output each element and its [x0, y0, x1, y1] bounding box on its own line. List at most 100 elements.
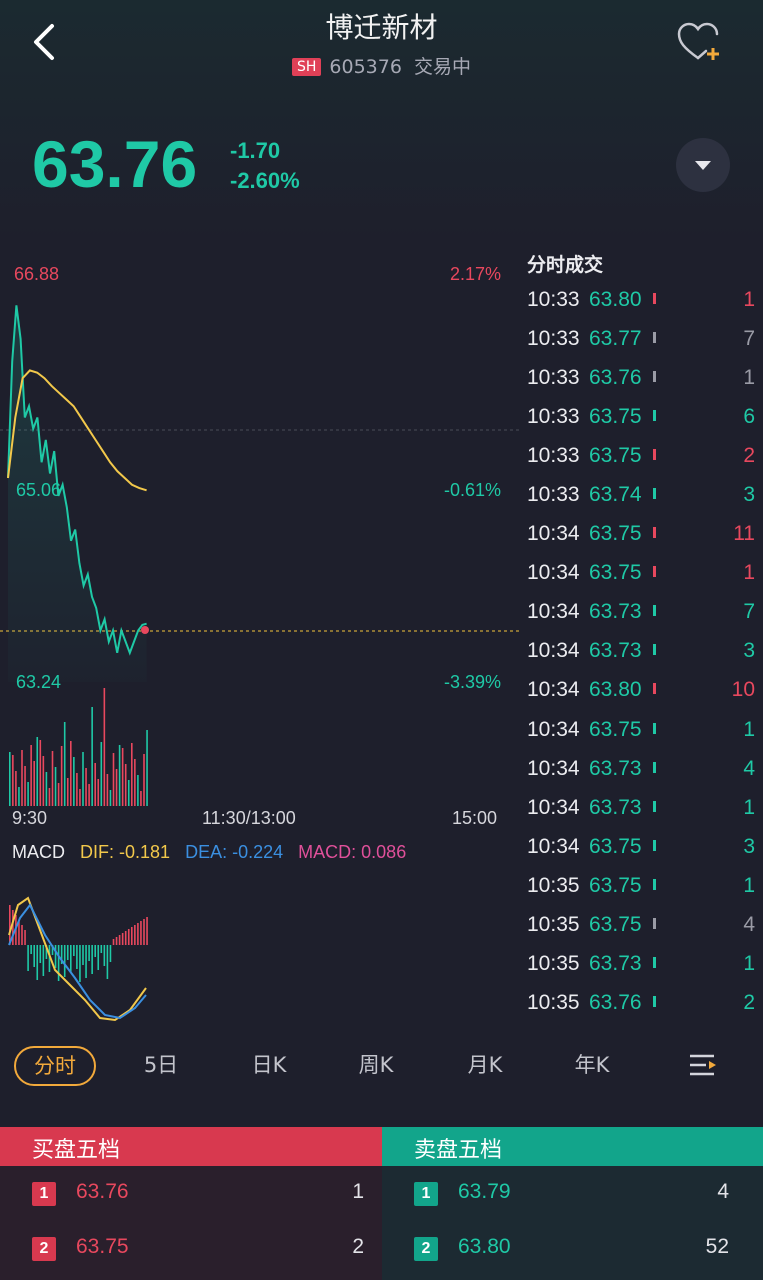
volume-bar	[106, 774, 109, 806]
trade-row: 10:34 63.73 4	[527, 751, 757, 790]
tab-weekly-k[interactable]: 周K	[358, 1053, 394, 1077]
volume-bar	[100, 742, 103, 806]
expand-dropdown-button[interactable]	[676, 138, 730, 192]
trade-row: 10:34 63.75 1	[527, 555, 757, 594]
trade-price: 63.75	[589, 873, 642, 897]
macd-bar	[36, 945, 39, 980]
trade-volume: 10	[731, 678, 755, 702]
trade-row: 10:35 63.76 2	[527, 985, 757, 1024]
macd-bar	[79, 945, 81, 982]
macd-bar	[12, 910, 14, 945]
dif-value: DIF: -0.181	[80, 842, 171, 862]
tab-intraday[interactable]: 分时	[14, 1046, 96, 1086]
trade-time: 10:34	[527, 756, 580, 780]
trade-price: 63.80	[589, 678, 642, 702]
settings-menu-icon[interactable]	[688, 1052, 718, 1078]
trade-time: 10:33	[527, 405, 580, 429]
trade-volume: 4	[743, 756, 755, 780]
volume-bar	[33, 761, 35, 806]
stock-code: 605376	[329, 56, 402, 78]
back-arrow-icon[interactable]	[28, 20, 64, 64]
volume-bar	[76, 773, 78, 806]
volume-bar	[137, 775, 139, 806]
trade-list[interactable]: 10:33 63.80 1 10:33 63.77 7 10:33 63.76 1 10:33 63…	[527, 282, 757, 1024]
volume-bar	[85, 768, 87, 806]
buy-row[interactable]: 2 63.75 2	[0, 1221, 382, 1275]
volume-bar	[103, 688, 106, 806]
trade-row: 10:33 63.75 6	[527, 399, 757, 438]
trade-row: 10:34 63.73 3	[527, 633, 757, 672]
macd-bar	[51, 945, 54, 955]
volume-bar	[82, 752, 84, 806]
buy-price: 63.76	[76, 1180, 129, 1203]
current-price: 63.76	[32, 127, 198, 201]
trade-direction-icon	[653, 449, 656, 461]
macd-bar	[39, 945, 42, 963]
macd-bar	[91, 945, 93, 974]
tab-daily-k[interactable]: 日K	[251, 1053, 287, 1077]
trade-price: 63.75	[589, 522, 642, 546]
add-favorite-heart-icon[interactable]	[676, 20, 724, 64]
trade-time: 10:35	[527, 912, 580, 936]
macd-bar	[140, 921, 142, 945]
trade-row: 10:33 63.77 7	[527, 321, 757, 360]
trade-time: 10:34	[527, 639, 580, 663]
pct-mid-label: -0.61%	[443, 480, 501, 500]
trade-direction-icon	[653, 878, 656, 890]
trade-time: 10:34	[527, 678, 580, 702]
trade-price: 63.75	[589, 405, 642, 429]
volume-bar	[131, 743, 133, 806]
price-bottom-label: 63.24	[16, 672, 62, 692]
volume-bar	[24, 766, 26, 806]
buy-level-index: 1	[32, 1182, 56, 1206]
trade-volume: 7	[743, 327, 755, 351]
volume-bar	[109, 790, 112, 806]
macd-bar	[134, 925, 136, 945]
macd-bar	[103, 945, 106, 966]
trade-row: 10:34 63.80 10	[527, 672, 757, 711]
sell-row[interactable]: 1 63.79 4	[382, 1166, 763, 1220]
trade-volume: 3	[743, 639, 755, 663]
sell-row[interactable]: 2 63.80 52	[382, 1221, 763, 1275]
volume-bar	[124, 764, 127, 806]
macd-bar	[18, 920, 20, 945]
macd-bar	[9, 905, 11, 945]
tab-yearly-k[interactable]: 年K	[574, 1053, 610, 1077]
trade-time: 10:34	[527, 717, 580, 741]
sell-book-header: 卖盘五档	[382, 1127, 763, 1166]
volume-bar	[63, 722, 66, 806]
change-percent: -2.60%	[230, 168, 300, 193]
buy-book-title: 买盘五档	[32, 1138, 121, 1163]
trade-direction-icon	[653, 293, 656, 304]
trade-volume: 6	[743, 405, 755, 429]
buy-row[interactable]: 1 63.76 1	[0, 1166, 382, 1220]
macd-bar	[85, 945, 87, 978]
change-amount: -1.70	[230, 138, 281, 163]
tab-monthly-k[interactable]: 月K	[467, 1053, 503, 1077]
stock-name: 博迁新材	[325, 11, 438, 44]
macd-title: MACD	[12, 842, 65, 862]
trade-volume: 1	[743, 795, 755, 819]
macd-bar	[30, 945, 32, 954]
macd-bar	[97, 945, 100, 970]
tab-5day[interactable]: 5日	[143, 1053, 179, 1077]
trade-direction-icon	[653, 995, 656, 1007]
volume-bar	[115, 769, 118, 806]
trade-volume: 2	[743, 444, 755, 468]
volume-bar	[27, 782, 29, 806]
trade-time: 10:34	[527, 600, 580, 624]
trade-volume: 3	[743, 483, 755, 507]
macd-bar	[124, 931, 127, 945]
exchange-badge: SH	[291, 58, 322, 76]
volume-bar	[66, 778, 69, 806]
volume-bar	[91, 707, 93, 806]
volume-bar	[9, 752, 11, 806]
pct-bottom-label: -3.39%	[443, 672, 501, 692]
sell-volume: 4	[717, 1180, 729, 1203]
sell-book: 1 63.79 4 2 63.80 52	[382, 1166, 763, 1280]
trade-direction-icon	[653, 956, 656, 968]
sell-level-index: 2	[414, 1237, 438, 1261]
volume-bar	[57, 783, 60, 806]
price-top-label: 66.88	[14, 264, 60, 284]
macd-bar	[127, 929, 130, 945]
